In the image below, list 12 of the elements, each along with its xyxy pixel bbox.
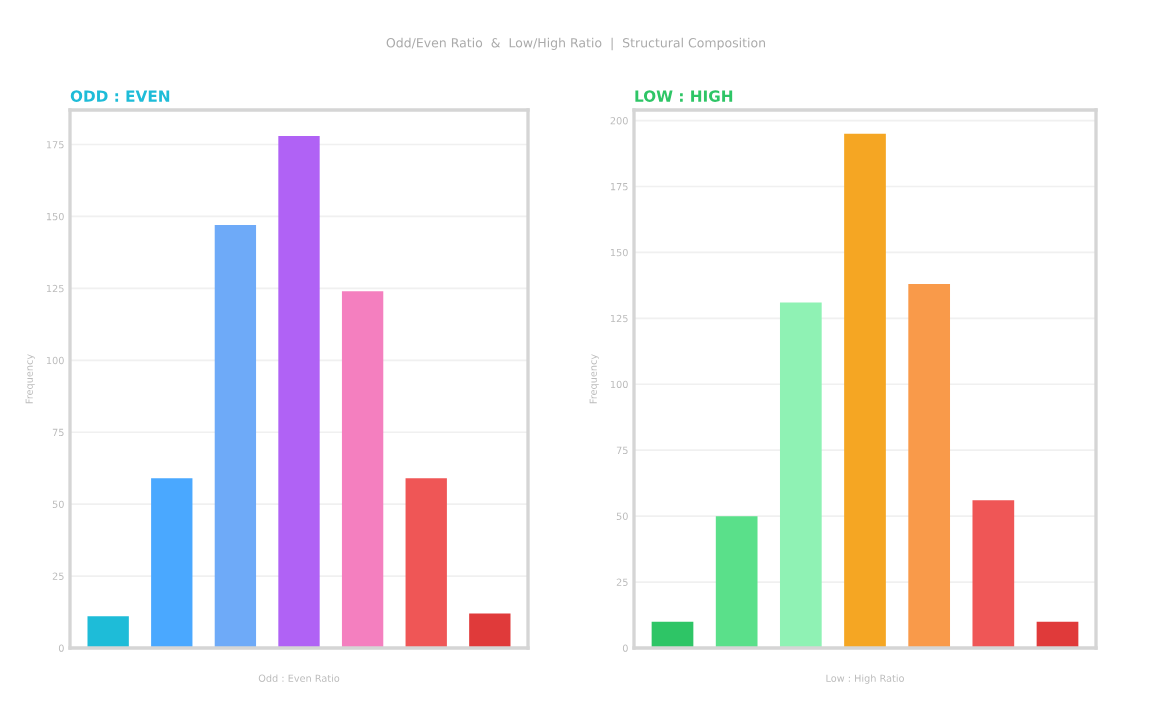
bar	[405, 478, 447, 648]
bar	[278, 135, 320, 648]
bar	[715, 516, 758, 648]
bar	[908, 284, 951, 648]
bar	[214, 225, 257, 648]
bar	[972, 500, 1015, 648]
bar	[779, 302, 822, 648]
bar	[87, 616, 129, 648]
bar	[341, 291, 384, 648]
bar	[844, 133, 886, 648]
bar	[469, 613, 511, 648]
bar	[151, 478, 193, 648]
